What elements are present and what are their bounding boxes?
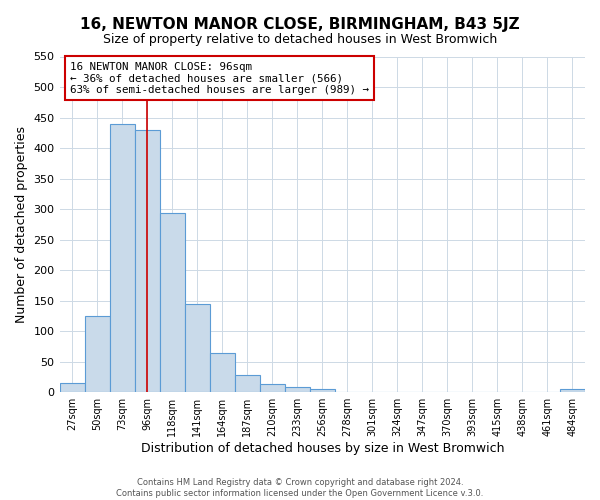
Bar xyxy=(59,383,85,392)
Bar xyxy=(185,304,209,392)
Bar xyxy=(260,384,285,392)
Text: 16, NEWTON MANOR CLOSE, BIRMINGHAM, B43 5JZ: 16, NEWTON MANOR CLOSE, BIRMINGHAM, B43 … xyxy=(80,18,520,32)
X-axis label: Distribution of detached houses by size in West Bromwich: Distribution of detached houses by size … xyxy=(140,442,504,455)
Bar xyxy=(134,130,160,392)
Bar xyxy=(160,214,185,392)
Bar xyxy=(110,124,134,392)
Text: 16 NEWTON MANOR CLOSE: 96sqm
← 36% of detached houses are smaller (566)
63% of s: 16 NEWTON MANOR CLOSE: 96sqm ← 36% of de… xyxy=(70,62,369,94)
Bar xyxy=(209,352,235,392)
Bar xyxy=(560,389,585,392)
Y-axis label: Number of detached properties: Number of detached properties xyxy=(15,126,28,323)
Text: Contains HM Land Registry data © Crown copyright and database right 2024.
Contai: Contains HM Land Registry data © Crown c… xyxy=(116,478,484,498)
Bar xyxy=(235,374,260,392)
Bar xyxy=(310,389,335,392)
Text: Size of property relative to detached houses in West Bromwich: Size of property relative to detached ho… xyxy=(103,32,497,46)
Bar xyxy=(285,388,310,392)
Bar xyxy=(85,316,110,392)
